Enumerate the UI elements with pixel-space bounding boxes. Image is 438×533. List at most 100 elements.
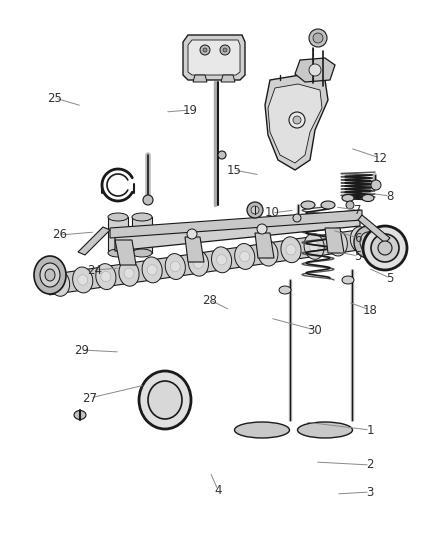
Polygon shape: [115, 210, 360, 251]
Circle shape: [289, 112, 305, 128]
Circle shape: [293, 116, 301, 124]
Ellipse shape: [371, 234, 399, 262]
Text: 29: 29: [74, 343, 89, 357]
Ellipse shape: [342, 276, 354, 284]
Polygon shape: [265, 75, 328, 170]
Ellipse shape: [355, 235, 365, 245]
Ellipse shape: [45, 269, 55, 281]
Ellipse shape: [332, 238, 342, 248]
Ellipse shape: [363, 226, 407, 270]
Polygon shape: [295, 58, 335, 82]
Text: 3: 3: [366, 486, 374, 498]
Text: 24: 24: [88, 263, 102, 277]
Text: 10: 10: [265, 206, 279, 220]
Polygon shape: [325, 228, 344, 253]
Text: 5: 5: [354, 249, 362, 262]
Ellipse shape: [142, 257, 162, 283]
Text: 6: 6: [354, 231, 362, 245]
Circle shape: [203, 48, 207, 52]
Polygon shape: [108, 217, 128, 253]
Ellipse shape: [235, 244, 255, 269]
Ellipse shape: [34, 256, 66, 294]
Ellipse shape: [147, 265, 157, 275]
Text: 18: 18: [363, 303, 378, 317]
Text: 25: 25: [48, 92, 63, 104]
Polygon shape: [46, 228, 374, 295]
Ellipse shape: [309, 241, 319, 252]
Circle shape: [251, 206, 259, 214]
Ellipse shape: [286, 245, 296, 255]
Ellipse shape: [216, 255, 226, 265]
Ellipse shape: [40, 263, 60, 287]
Polygon shape: [185, 237, 204, 262]
Ellipse shape: [132, 213, 152, 221]
Ellipse shape: [49, 270, 70, 296]
Ellipse shape: [297, 422, 353, 438]
Circle shape: [218, 151, 226, 159]
Polygon shape: [193, 75, 207, 82]
Ellipse shape: [327, 230, 347, 256]
Polygon shape: [132, 217, 152, 253]
Ellipse shape: [354, 226, 382, 258]
Ellipse shape: [55, 278, 64, 288]
Text: 12: 12: [372, 151, 388, 165]
Text: 27: 27: [82, 392, 98, 405]
Ellipse shape: [240, 251, 250, 262]
Text: 5: 5: [386, 271, 394, 285]
Ellipse shape: [263, 248, 273, 259]
Polygon shape: [115, 240, 136, 265]
Text: 15: 15: [226, 164, 241, 176]
Ellipse shape: [139, 371, 191, 429]
Ellipse shape: [360, 232, 376, 252]
Circle shape: [187, 229, 197, 239]
Ellipse shape: [108, 213, 128, 221]
Ellipse shape: [350, 227, 371, 253]
Circle shape: [293, 214, 301, 222]
Ellipse shape: [194, 258, 203, 269]
Circle shape: [309, 29, 327, 47]
Text: 4: 4: [214, 483, 222, 497]
Circle shape: [220, 45, 230, 55]
Polygon shape: [183, 35, 245, 80]
Circle shape: [247, 202, 263, 218]
Text: 26: 26: [53, 229, 67, 241]
Ellipse shape: [74, 410, 86, 419]
Ellipse shape: [378, 241, 392, 255]
Ellipse shape: [279, 286, 291, 294]
Circle shape: [371, 180, 381, 190]
Polygon shape: [110, 210, 362, 238]
Ellipse shape: [212, 247, 232, 273]
Ellipse shape: [78, 275, 88, 285]
Polygon shape: [78, 227, 110, 255]
Text: 8: 8: [386, 190, 394, 203]
Circle shape: [143, 195, 153, 205]
Ellipse shape: [101, 271, 111, 282]
Ellipse shape: [73, 267, 93, 293]
Ellipse shape: [124, 268, 134, 278]
Text: 30: 30: [307, 324, 322, 336]
Ellipse shape: [234, 422, 290, 438]
Text: 2: 2: [366, 458, 374, 472]
Polygon shape: [221, 75, 235, 82]
Polygon shape: [268, 84, 322, 163]
Circle shape: [309, 64, 321, 76]
Ellipse shape: [258, 240, 278, 266]
Ellipse shape: [119, 260, 139, 286]
Text: 7: 7: [354, 204, 362, 216]
Polygon shape: [188, 40, 240, 75]
Ellipse shape: [301, 201, 315, 209]
Polygon shape: [358, 215, 390, 243]
Ellipse shape: [321, 201, 335, 209]
Ellipse shape: [281, 237, 301, 263]
Circle shape: [200, 45, 210, 55]
Ellipse shape: [108, 249, 128, 257]
Ellipse shape: [132, 249, 152, 257]
Ellipse shape: [342, 195, 354, 201]
Circle shape: [313, 33, 323, 43]
Ellipse shape: [148, 381, 182, 419]
Circle shape: [223, 48, 227, 52]
Ellipse shape: [362, 195, 374, 201]
Circle shape: [257, 224, 267, 234]
Ellipse shape: [170, 261, 180, 272]
Ellipse shape: [304, 233, 324, 260]
